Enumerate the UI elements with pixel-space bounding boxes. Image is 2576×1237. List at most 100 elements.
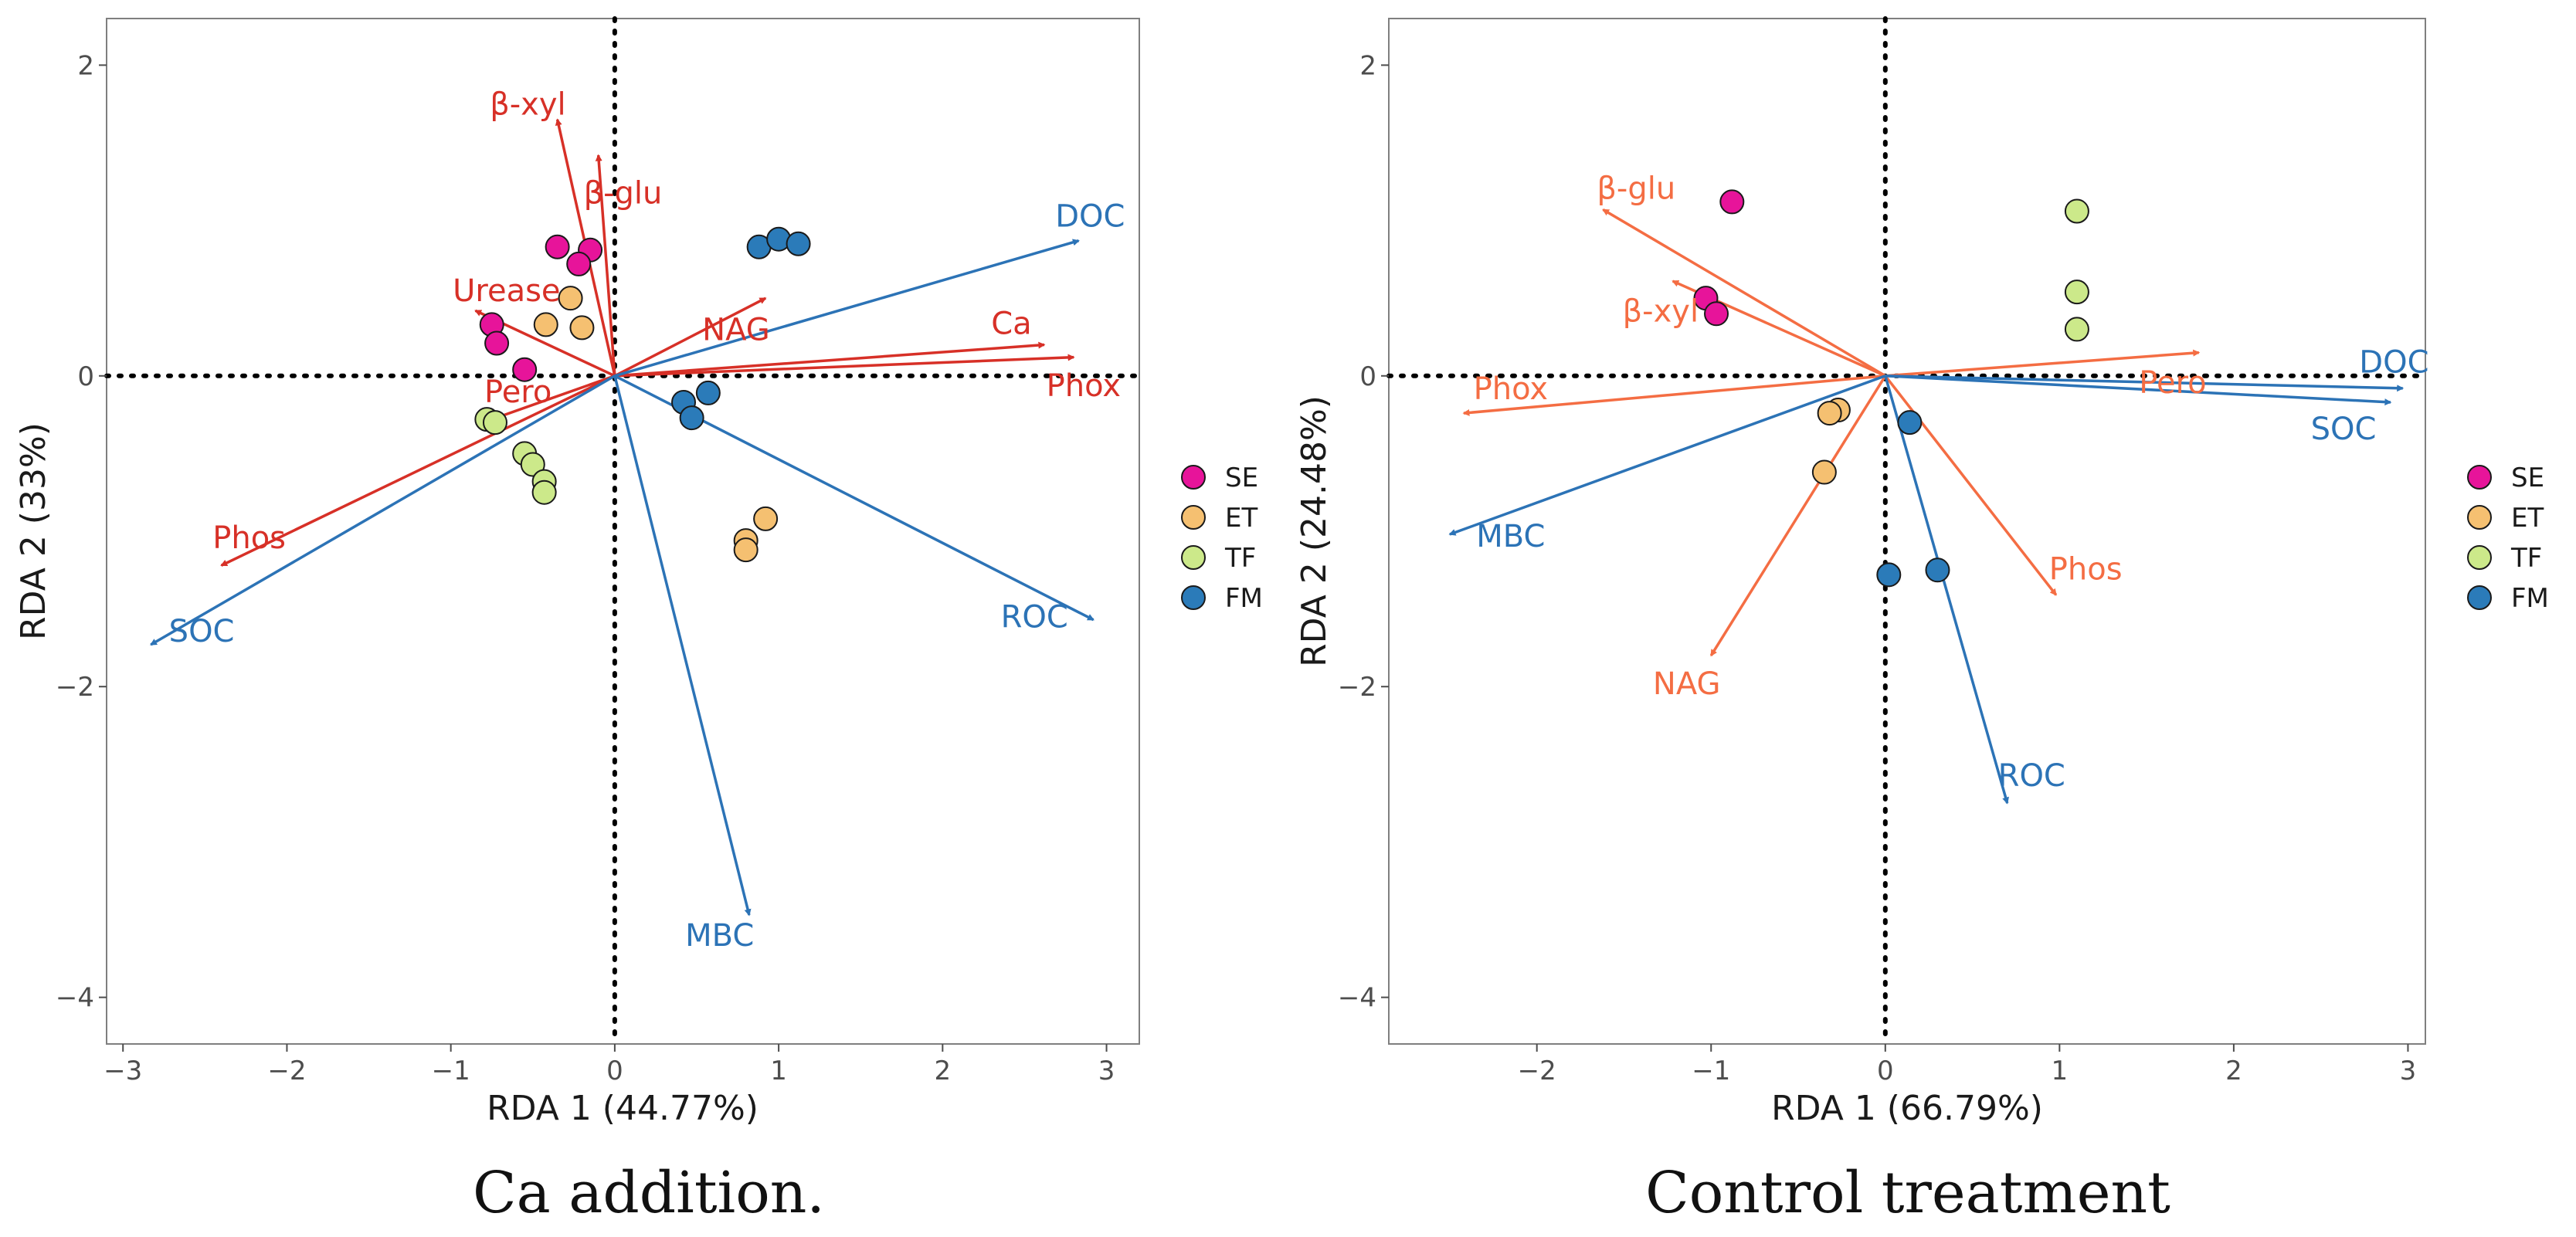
legend-swatch-fm bbox=[2467, 585, 2492, 610]
point-se bbox=[545, 234, 570, 259]
y-tick-label: 2 bbox=[1359, 50, 1376, 81]
arrow-phox bbox=[1462, 374, 1885, 416]
point-et bbox=[1811, 459, 1837, 485]
arrow-label-mbc: MBC bbox=[685, 918, 754, 954]
arrow-label-soc: SOC bbox=[169, 614, 235, 649]
legend-label-se: SE bbox=[1225, 463, 1258, 493]
point-et bbox=[558, 286, 583, 311]
y-tick-label: 0 bbox=[77, 361, 94, 392]
arrow-pero bbox=[1885, 349, 2201, 378]
panel-ca-addition: −3 −2 −1 0 1 2 3 2 0 −2 −4 β-xyl β-glu Urease NAG Ca Ph… bbox=[14, 16, 1263, 1226]
legend-swatch-se bbox=[2467, 465, 2492, 490]
x-tick-label: 1 bbox=[770, 1056, 787, 1086]
x-tick-label: 2 bbox=[2225, 1056, 2242, 1086]
arrow-pero bbox=[490, 374, 616, 421]
arrow-mbc bbox=[1448, 374, 1886, 536]
y-tick-label: −4 bbox=[1338, 983, 1376, 1014]
point-se bbox=[484, 330, 510, 356]
legend-label-tf: TF bbox=[2510, 543, 2542, 574]
x-tick-label: −1 bbox=[1692, 1056, 1730, 1086]
points bbox=[474, 226, 811, 563]
y-axis-title: RDA 2 (33%) bbox=[14, 422, 53, 640]
y-tick-label: −2 bbox=[56, 672, 94, 703]
legend-label-et: ET bbox=[2511, 503, 2544, 534]
point-tf bbox=[520, 452, 545, 477]
point-se bbox=[1704, 301, 1729, 327]
arrow-label-beta-glu: β-glu bbox=[1597, 171, 1675, 206]
caption: Ca addition. bbox=[473, 1160, 825, 1226]
x-tick-label: −1 bbox=[432, 1056, 470, 1086]
x-axis-title: RDA 1 (44.77%) bbox=[487, 1089, 759, 1128]
arrow-label-beta-glu: β-glu bbox=[584, 175, 663, 211]
arrow-doc bbox=[1885, 374, 2405, 392]
point-tf bbox=[531, 480, 557, 505]
arrow-label-pero: Pero bbox=[484, 374, 552, 410]
point-fm bbox=[679, 405, 704, 431]
y-axis-title: RDA 2 (24.48%) bbox=[1295, 395, 1334, 667]
legend-swatch-tf bbox=[2467, 545, 2492, 570]
zero-lines bbox=[104, 16, 1142, 1046]
arrow-label-doc: DOC bbox=[1055, 199, 1125, 235]
point-et bbox=[569, 315, 595, 341]
legend-label-et: ET bbox=[1225, 503, 1257, 534]
legend-swatch-fm bbox=[1181, 585, 1206, 610]
points bbox=[1693, 189, 2089, 588]
point-fm bbox=[786, 231, 811, 256]
arrow-label-urease: Urease bbox=[453, 273, 560, 309]
x-tick-label: 2 bbox=[935, 1056, 952, 1086]
legend-label-tf: TF bbox=[1224, 543, 1256, 574]
arrow-labels: β-xyl β-glu Urease NAG Ca Phox Pero Phos DOC ROC S… bbox=[169, 87, 1125, 954]
legend-label-se: SE bbox=[2511, 463, 2544, 493]
arrow-label-phox: Phox bbox=[1047, 368, 1121, 404]
x-tick-label: 3 bbox=[1098, 1056, 1115, 1086]
legend-label-fm: FM bbox=[1225, 583, 1263, 614]
x-tick-label: 3 bbox=[2400, 1056, 2417, 1086]
legend: SE ET TF FM bbox=[2467, 463, 2549, 614]
x-tick-label: 0 bbox=[606, 1056, 623, 1086]
arrow-label-nag: NAG bbox=[702, 312, 770, 347]
x-tick-label: 0 bbox=[1877, 1056, 1894, 1086]
point-fm bbox=[1876, 562, 1902, 588]
arrow-soc bbox=[1885, 374, 2392, 406]
legend: SE ET TF FM bbox=[1181, 463, 1263, 614]
panel-control-treatment: −2 −1 0 1 2 3 2 0 −2 −4 β-glu β-xyl Phox Pero NAG Phos… bbox=[1295, 16, 2549, 1226]
point-tf bbox=[482, 410, 507, 435]
legend-swatch-et bbox=[2467, 505, 2492, 530]
arrow-label-soc: SOC bbox=[2311, 412, 2377, 447]
arrow-phox bbox=[614, 354, 1075, 378]
point-se bbox=[566, 251, 592, 276]
arrow-mbc bbox=[613, 375, 752, 917]
arrow-label-roc: ROC bbox=[1998, 758, 2065, 794]
axis-ticks: −3 −2 −1 0 1 2 3 2 0 −2 −4 bbox=[56, 50, 1115, 1086]
legend-label-fm: FM bbox=[2511, 583, 2549, 614]
x-tick-label: −2 bbox=[1518, 1056, 1556, 1086]
plot-frame bbox=[106, 18, 1140, 1045]
x-axis-title: RDA 1 (66.79%) bbox=[1771, 1089, 2043, 1128]
arrow-label-roc: ROC bbox=[1001, 600, 1068, 635]
arrow-label-nag: NAG bbox=[1653, 666, 1721, 702]
point-et bbox=[1817, 401, 1842, 426]
x-tick-label: −2 bbox=[267, 1056, 306, 1086]
arrow-label-pero: Pero bbox=[2139, 365, 2206, 401]
arrow-label-phos: Phos bbox=[212, 520, 286, 556]
legend-swatch-et bbox=[1181, 505, 1206, 530]
caption: Control treatment bbox=[1645, 1160, 2170, 1226]
arrow-label-mbc: MBC bbox=[1476, 519, 1545, 554]
arrow-nag bbox=[1709, 374, 1887, 657]
plot-frame bbox=[1388, 18, 2426, 1045]
y-tick-label: 2 bbox=[77, 50, 94, 81]
legend-swatch-se bbox=[1181, 465, 1206, 490]
arrow-label-doc: DOC bbox=[2359, 345, 2428, 381]
arrow-labels: β-glu β-xyl Phox Pero NAG Phos DOC SOC MBC ROC bbox=[1474, 171, 2429, 794]
point-et bbox=[533, 312, 558, 337]
point-tf bbox=[2064, 317, 2089, 342]
point-fm bbox=[1925, 557, 1950, 583]
arrow-nag bbox=[614, 297, 767, 378]
axis-ticks: −2 −1 0 1 2 3 2 0 −2 −4 bbox=[1338, 50, 2416, 1086]
arrow-doc bbox=[614, 239, 1080, 378]
arrow-soc bbox=[150, 374, 616, 646]
arrow-beta-glu bbox=[1602, 208, 1886, 378]
point-se bbox=[512, 357, 538, 382]
arrow-label-beta-xyl: β-xyl bbox=[1623, 293, 1699, 329]
point-tf bbox=[2064, 280, 2089, 305]
